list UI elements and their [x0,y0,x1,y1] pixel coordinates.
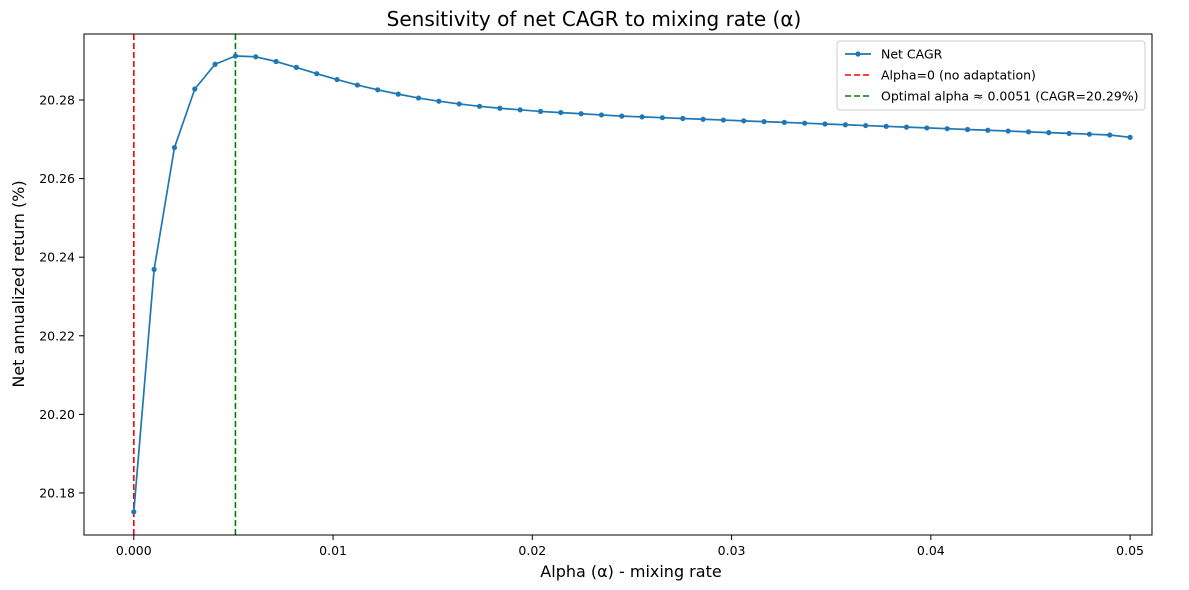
net-cagr-point [802,120,808,126]
y-tick-label: 20.28 [39,93,75,108]
net-cagr-point [558,109,564,116]
y-axis-label: Net annualized return (%) [9,180,28,387]
net-cagr-point [1107,132,1113,138]
net-cagr-point [842,122,848,128]
net-cagr-point [517,107,523,113]
net-cagr-point [192,86,198,92]
x-tick-label: 0.04 [917,543,945,558]
legend-label: Alpha=0 (no adaptation) [881,68,1036,83]
net-cagr-point [334,76,340,83]
net-cagr-point [761,119,767,125]
net-cagr-point [354,82,360,88]
net-cagr-point [680,115,686,122]
net-cagr-point [619,113,625,119]
net-cagr-line [132,55,1131,512]
net-cagr-point [375,87,381,93]
net-cagr-point [741,118,747,124]
net-cagr-point [944,126,950,132]
x-tick-label: 0.02 [518,543,546,558]
net-cagr-point [1086,131,1093,137]
net-cagr-point [924,125,930,131]
reference-lines [133,34,237,535]
net-cagr-point [415,95,422,101]
x-tick-label: 0.05 [1116,543,1144,558]
y-tick-label: 20.18 [39,485,75,500]
y-tick-label: 20.26 [39,171,75,186]
net-cagr-point [964,126,971,133]
y-tick-label: 20.24 [39,250,75,265]
net-cagr-point [314,71,320,77]
net-cagr-point [720,117,727,123]
x-axis-label: Alpha (α) - mixing rate [540,562,721,581]
legend-label: Net CAGR [881,47,943,62]
net-cagr-point [700,116,706,122]
net-cagr-point [436,98,442,104]
y-tick-label: 20.22 [39,328,75,343]
net-cagr-point [578,111,584,117]
net-cagr-point [863,122,869,129]
plot-frame [83,33,1153,536]
net-cagr-point [1127,134,1133,140]
net-cagr-point [1025,129,1032,135]
x-tick-label: 0.000 [116,543,152,558]
net-cagr-point [273,58,279,65]
chart-title: Sensitivity of net CAGR to mixing rate (… [387,7,802,31]
net-cagr-point [253,54,259,60]
net-cagr-point [822,121,828,127]
net-cagr-point [131,509,137,515]
net-cagr-point [395,91,401,97]
net-cagr-point [497,105,503,111]
x-tick-label: 0.03 [718,543,746,558]
legend-box [836,40,1146,111]
net-cagr-point [659,115,666,121]
net-cagr-point [232,53,239,59]
net-cagr-point [1066,130,1072,137]
net-cagr-point [212,61,218,67]
net-cagr-point [781,119,787,126]
net-cagr-point [171,144,178,151]
net-cagr-point [1046,130,1052,136]
net-cagr-point [1005,128,1011,134]
legend: Net CAGR Alpha=0 (no adaptation) Optimal a… [836,40,1146,111]
net-cagr-point [293,64,300,70]
net-cagr-point [903,124,910,130]
legend-label: Optimal alpha ≈ 0.0051 (CAGR=20.29%) [881,89,1139,104]
net-cagr-point [151,266,157,272]
x-tick-label: 0.01 [319,543,347,558]
net-cagr-point [476,103,483,109]
series-group [131,53,1133,515]
y-tick-label: 20.20 [39,407,75,422]
net-cagr-point [537,108,544,115]
net-cagr-point [639,114,645,120]
x-axis: 0.000 0.01 0.02 0.03 0.04 0.05 [116,535,1144,558]
net-cagr-point [456,101,462,107]
net-cagr-point [883,123,889,129]
net-cagr-point [985,127,991,133]
y-axis: 20.18 20.20 20.22 20.24 20.26 20.28 [39,93,84,500]
legend-swatch-marker [855,51,861,57]
net-cagr-point [598,112,605,118]
